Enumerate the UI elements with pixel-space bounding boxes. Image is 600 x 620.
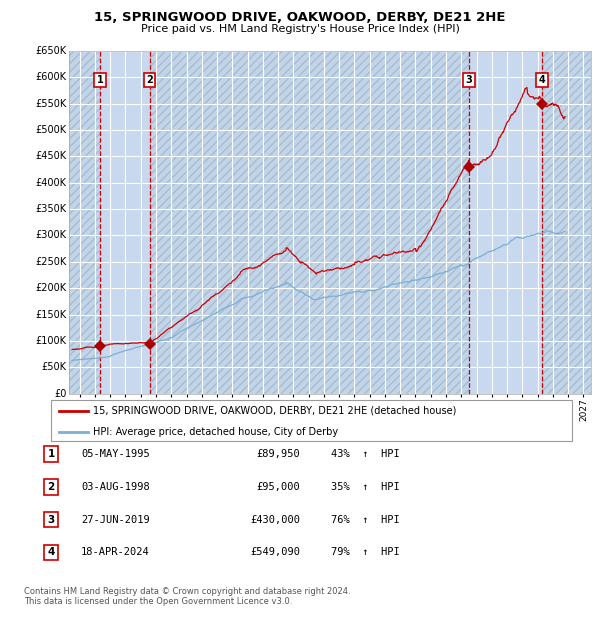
Text: 05-MAY-1995: 05-MAY-1995 — [81, 449, 150, 459]
Text: 15, SPRINGWOOD DRIVE, OAKWOOD, DERBY, DE21 2HE (detached house): 15, SPRINGWOOD DRIVE, OAKWOOD, DERBY, DE… — [93, 405, 456, 416]
Text: 79%  ↑  HPI: 79% ↑ HPI — [306, 547, 400, 557]
Text: 43%  ↑  HPI: 43% ↑ HPI — [306, 449, 400, 459]
Text: £400K: £400K — [35, 178, 67, 188]
Text: £500K: £500K — [35, 125, 67, 135]
Text: £250K: £250K — [35, 257, 67, 267]
Text: £100K: £100K — [35, 336, 67, 346]
Bar — [69, 51, 100, 394]
Text: £350K: £350K — [35, 204, 67, 214]
Text: £450K: £450K — [35, 151, 67, 161]
Text: £89,950: £89,950 — [256, 449, 300, 459]
Text: £549,090: £549,090 — [250, 547, 300, 557]
FancyBboxPatch shape — [50, 401, 572, 441]
Text: 4: 4 — [47, 547, 55, 557]
Text: £200K: £200K — [35, 283, 67, 293]
Text: £95,000: £95,000 — [256, 482, 300, 492]
Text: 1: 1 — [47, 449, 55, 459]
Text: 4: 4 — [539, 75, 545, 85]
Text: £650K: £650K — [35, 46, 67, 56]
Text: 2: 2 — [47, 482, 55, 492]
Text: 2: 2 — [146, 75, 153, 85]
Bar — [149, 51, 469, 394]
Text: £550K: £550K — [35, 99, 67, 108]
Text: £150K: £150K — [35, 309, 67, 319]
Text: 15, SPRINGWOOD DRIVE, OAKWOOD, DERBY, DE21 2HE: 15, SPRINGWOOD DRIVE, OAKWOOD, DERBY, DE… — [94, 11, 506, 24]
Text: 3: 3 — [466, 75, 472, 85]
Bar — [469, 51, 542, 394]
Text: 27-JUN-2019: 27-JUN-2019 — [81, 515, 150, 525]
Text: 1: 1 — [97, 75, 104, 85]
Text: 18-APR-2024: 18-APR-2024 — [81, 547, 150, 557]
Text: 76%  ↑  HPI: 76% ↑ HPI — [306, 515, 400, 525]
Text: HPI: Average price, detached house, City of Derby: HPI: Average price, detached house, City… — [93, 427, 338, 437]
Bar — [100, 51, 149, 394]
Text: £430,000: £430,000 — [250, 515, 300, 525]
Text: Price paid vs. HM Land Registry's House Price Index (HPI): Price paid vs. HM Land Registry's House … — [140, 24, 460, 33]
Text: £0: £0 — [54, 389, 67, 399]
Bar — [542, 51, 591, 394]
Text: 03-AUG-1998: 03-AUG-1998 — [81, 482, 150, 492]
Text: 3: 3 — [47, 515, 55, 525]
Text: £50K: £50K — [41, 362, 67, 373]
Text: Contains HM Land Registry data © Crown copyright and database right 2024.
This d: Contains HM Land Registry data © Crown c… — [24, 587, 350, 606]
Text: £600K: £600K — [35, 72, 67, 82]
Text: £300K: £300K — [35, 231, 67, 241]
Text: 35%  ↑  HPI: 35% ↑ HPI — [306, 482, 400, 492]
